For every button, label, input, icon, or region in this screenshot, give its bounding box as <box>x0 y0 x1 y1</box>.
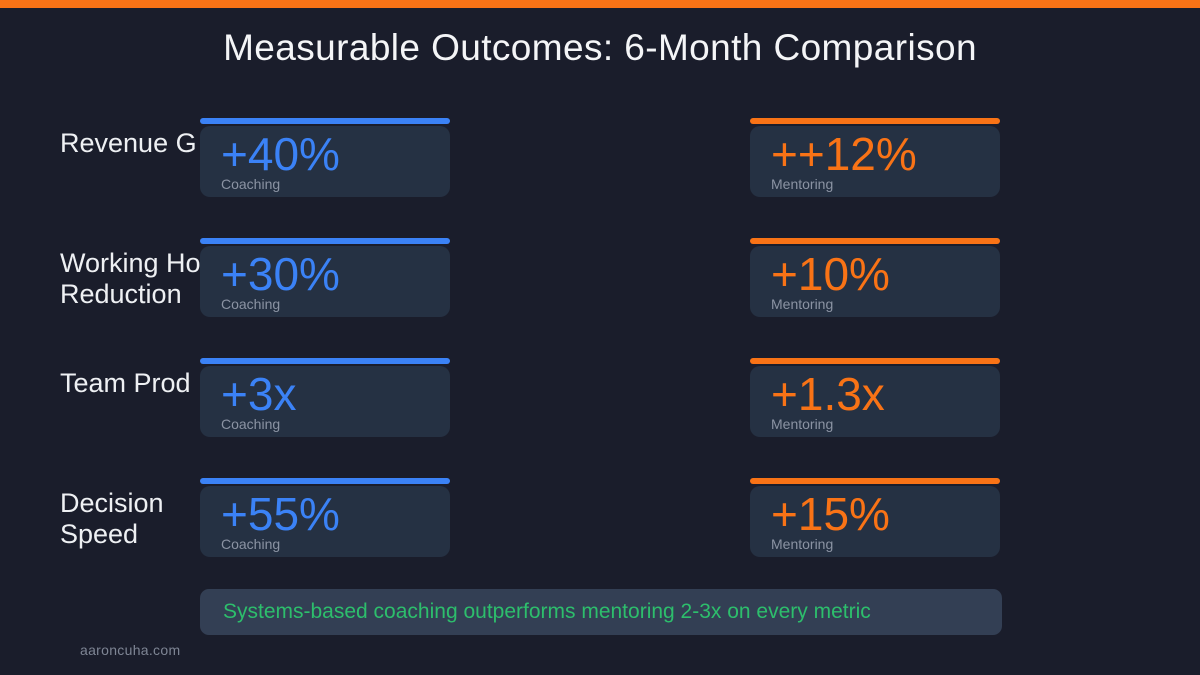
card-body: ++12% Mentoring <box>750 126 1000 197</box>
row-label: Decision Speed <box>60 488 164 549</box>
metric-value: ++12% <box>771 128 917 180</box>
card-body: +55% Coaching <box>200 486 450 557</box>
metric-value: +15% <box>771 488 890 540</box>
page-title: Measurable Outcomes: 6-Month Comparison <box>223 27 977 68</box>
metric-value: +55% <box>221 488 340 540</box>
mentoring-accent-bar <box>750 478 1000 484</box>
mentoring-accent-bar <box>750 118 1000 124</box>
summary-text: Systems-based coaching outperforms mento… <box>223 600 871 623</box>
mentoring-card: +10% Mentoring <box>750 238 1000 317</box>
metric-row-decision-speed: Decision Speed +55% Coaching +15% Mentor… <box>0 478 1200 558</box>
website-url: aaroncuha.com <box>80 642 181 658</box>
coaching-accent-bar <box>200 358 450 364</box>
card-label: Coaching <box>221 296 281 312</box>
metric-value: +40% <box>221 128 340 180</box>
metric-value: +30% <box>221 248 340 300</box>
metric-row-revenue: Revenue G +40% Coaching ++12% Mentoring <box>0 118 1200 198</box>
card-body: +30% Coaching <box>200 246 450 317</box>
mentoring-card: +15% Mentoring <box>750 478 1000 557</box>
card-body: +3x Coaching <box>200 366 450 437</box>
row-label: Revenue G <box>60 128 197 158</box>
card-body: +1.3x Mentoring <box>750 366 1000 437</box>
coaching-accent-bar <box>200 118 450 124</box>
card-label: Coaching <box>221 536 281 552</box>
metric-row-working-hours: Working Ho Reduction +30% Coaching +10% … <box>0 238 1200 318</box>
coaching-card: +30% Coaching <box>200 238 450 317</box>
metric-value: +3x <box>221 368 297 420</box>
coaching-accent-bar <box>200 238 450 244</box>
card-label: Mentoring <box>771 536 834 552</box>
row-label: Team Prod <box>60 368 191 398</box>
card-body: +10% Mentoring <box>750 246 1000 317</box>
coaching-card: +40% Coaching <box>200 118 450 197</box>
mentoring-card: ++12% Mentoring <box>750 118 1000 197</box>
metric-row-team-productivity: Team Prod +3x Coaching +1.3x Mentoring <box>0 358 1200 438</box>
metric-value: +10% <box>771 248 890 300</box>
card-label: Mentoring <box>771 176 834 192</box>
mentoring-accent-bar <box>750 358 1000 364</box>
mentoring-card: +1.3x Mentoring <box>750 358 1000 437</box>
card-label: Mentoring <box>771 416 834 432</box>
card-label: Coaching <box>221 176 281 192</box>
card-label: Coaching <box>221 416 281 432</box>
card-label: Mentoring <box>771 296 834 312</box>
coaching-accent-bar <box>200 478 450 484</box>
coaching-card: +55% Coaching <box>200 478 450 557</box>
card-body: +40% Coaching <box>200 126 450 197</box>
card-body: +15% Mentoring <box>750 486 1000 557</box>
row-label: Working Ho Reduction <box>60 248 201 309</box>
coaching-card: +3x Coaching <box>200 358 450 437</box>
mentoring-accent-bar <box>750 238 1000 244</box>
metric-value: +1.3x <box>771 368 885 420</box>
summary-banner: Systems-based coaching outperforms mento… <box>200 589 1002 635</box>
top-accent-bar <box>0 0 1200 8</box>
